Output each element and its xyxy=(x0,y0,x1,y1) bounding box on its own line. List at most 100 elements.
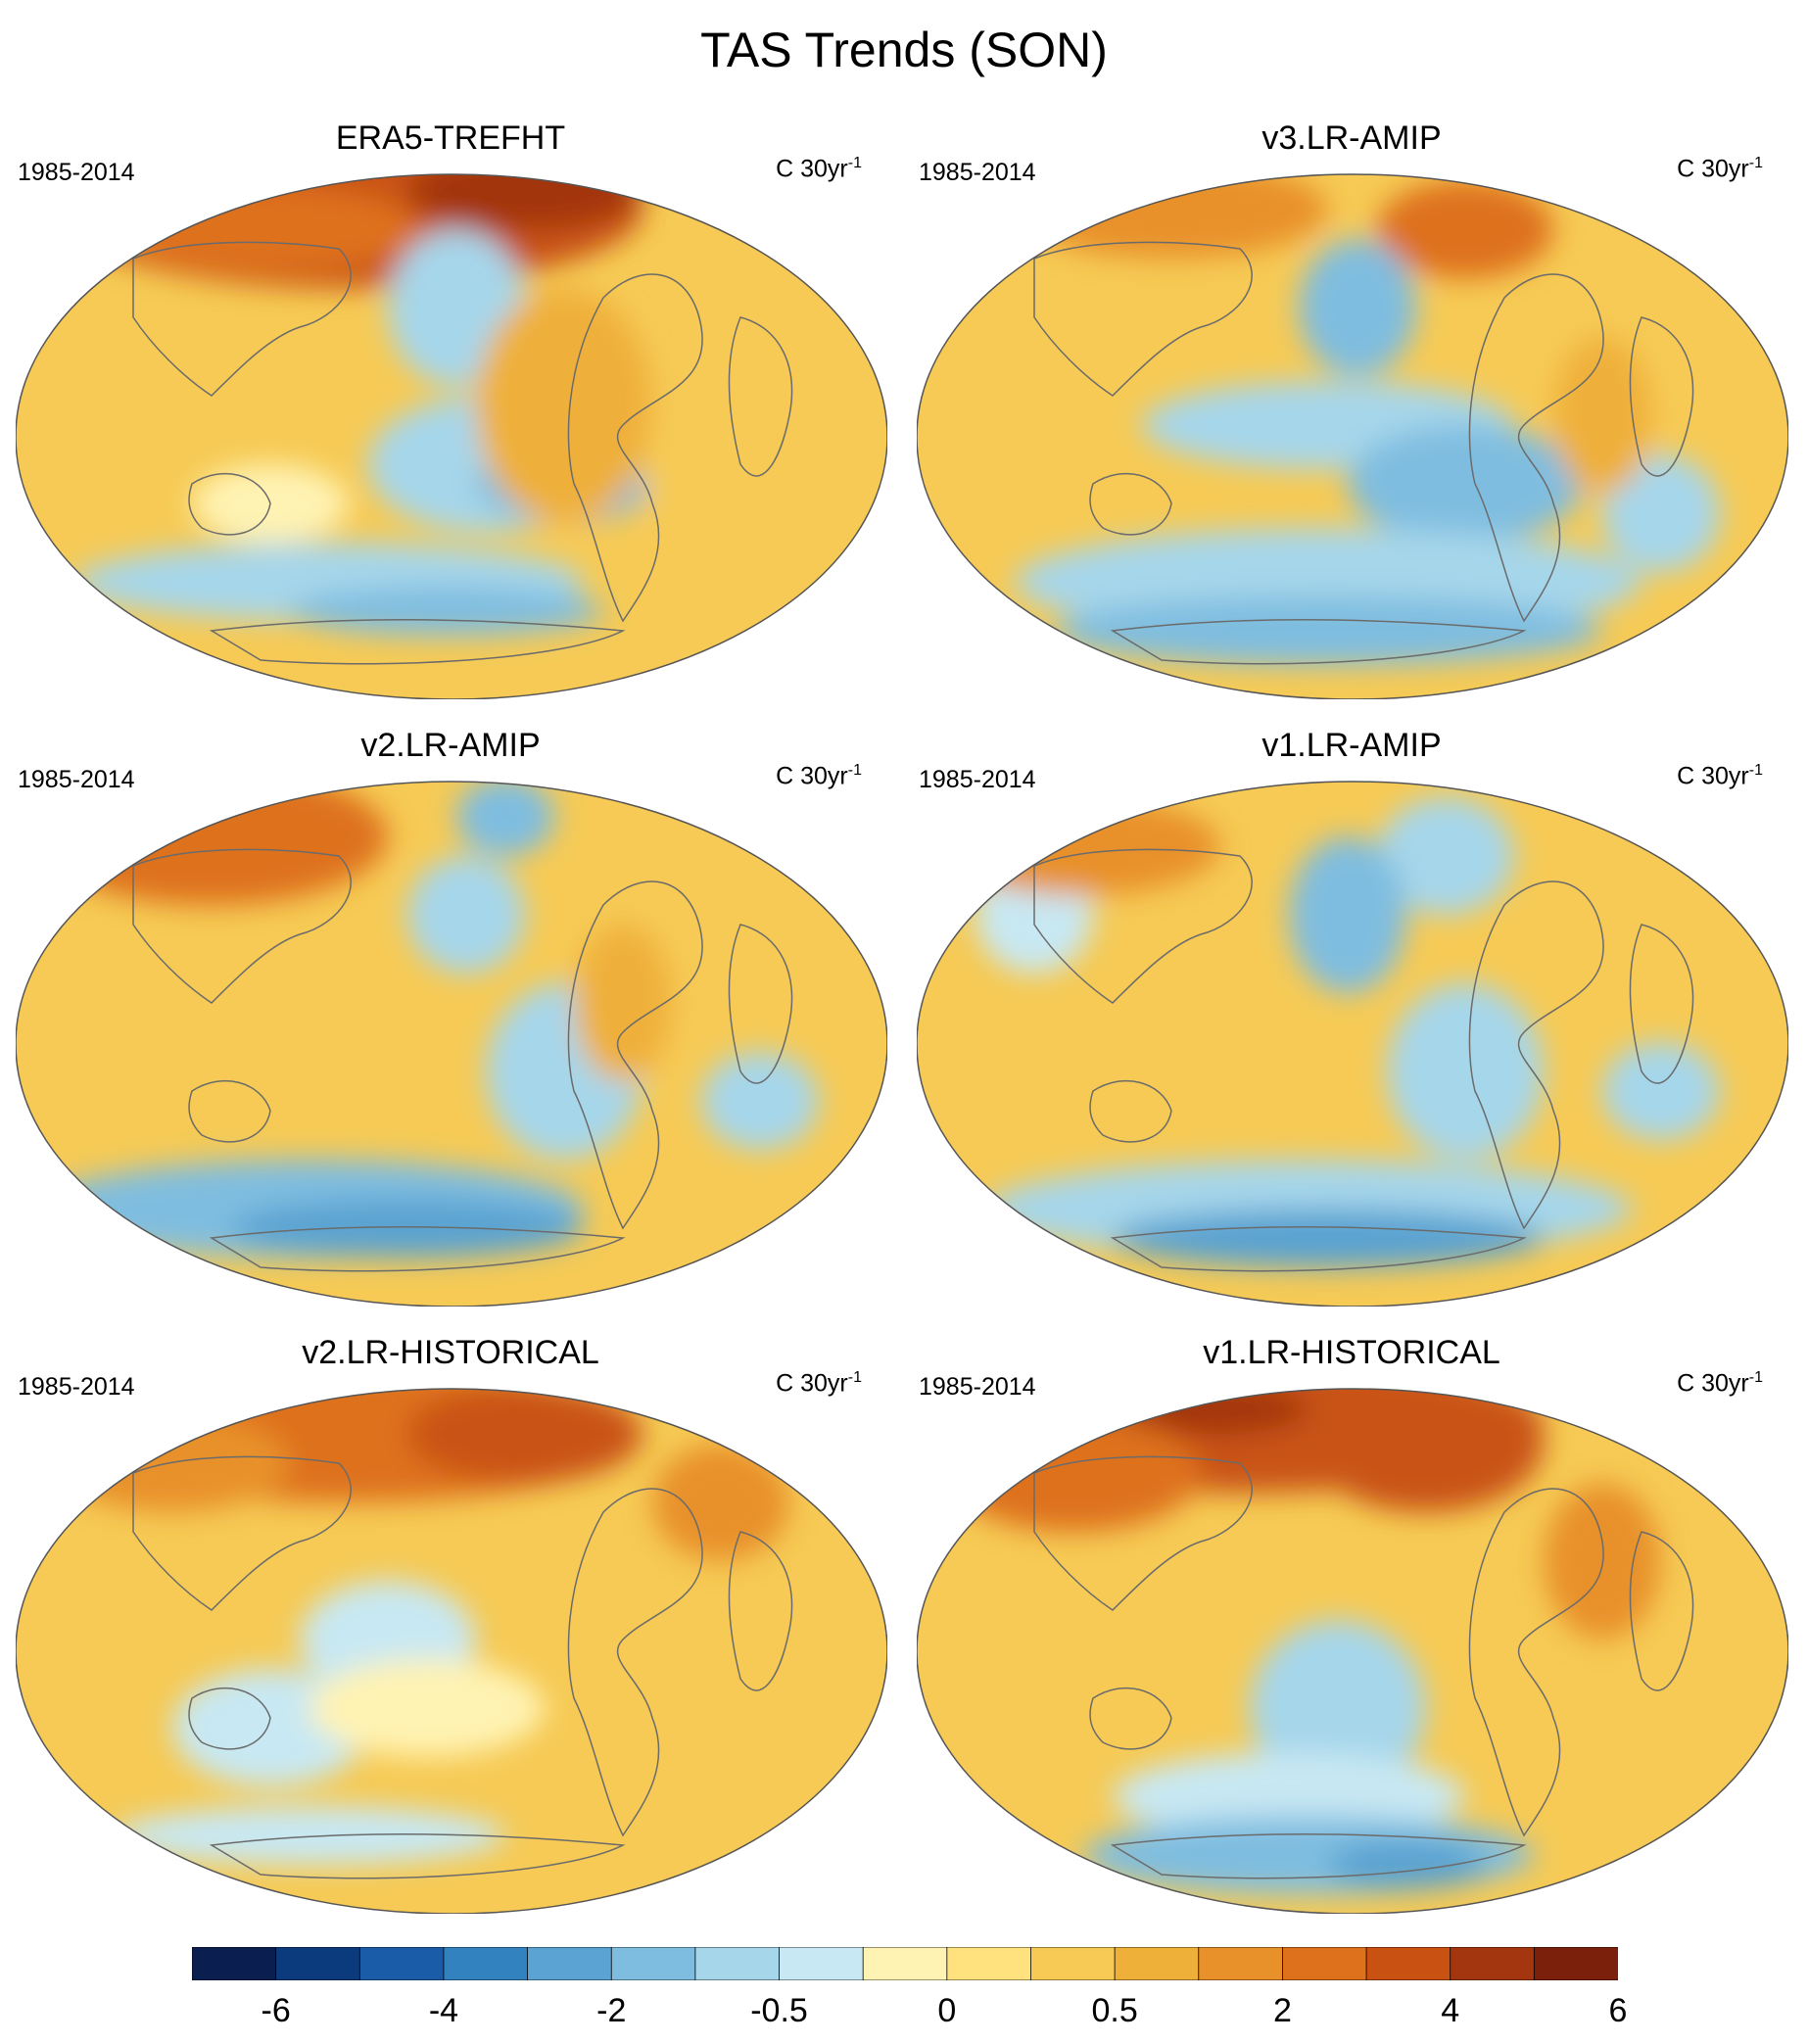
map-boundary xyxy=(16,173,887,699)
trend-region xyxy=(231,1199,584,1258)
trend-region xyxy=(1387,983,1544,1160)
map-boundary xyxy=(917,781,1788,1307)
map-boundary xyxy=(16,781,887,1307)
panel-units: C 30yr-1 xyxy=(776,1369,862,1398)
coastline xyxy=(188,1687,271,1750)
trend-region xyxy=(1377,797,1514,915)
colorbar-swatch xyxy=(1114,1947,1200,1980)
colorbar-labels: -6 -4 -2 -0.5 0 0.5 2 4 6 xyxy=(0,1992,1808,2035)
trend-region xyxy=(407,1389,642,1483)
trend-region xyxy=(104,185,417,273)
panel-units-text: C 30yr xyxy=(1677,155,1749,183)
panel-title: v2.LR-HISTORICAL xyxy=(302,1334,599,1371)
panel-units: C 30yr-1 xyxy=(1677,1369,1763,1398)
coastline xyxy=(209,619,626,665)
colorbar-swatch xyxy=(610,1947,696,1980)
panel-units-exponent: -1 xyxy=(847,155,862,171)
coastline xyxy=(1629,316,1694,477)
trend-region xyxy=(1602,454,1720,572)
map-boundary xyxy=(917,1388,1788,1914)
trend-region xyxy=(642,376,760,552)
panel-period: 1985-2014 xyxy=(18,159,135,186)
map-panel: v2.LR-AMIP 1985-2014 C 30yr-1 xyxy=(0,727,901,1314)
colorbar-tick-label: 2 xyxy=(1272,1992,1292,2029)
panel-units-text: C 30yr xyxy=(776,1369,848,1398)
panel-units: C 30yr-1 xyxy=(776,155,862,183)
map-boundary xyxy=(16,1388,887,1914)
panel-units-text: C 30yr xyxy=(1677,762,1749,790)
map-image xyxy=(917,173,1788,699)
colorbar-swatch xyxy=(1198,1947,1284,1980)
coastline xyxy=(1089,1079,1172,1143)
colorbar-swatch xyxy=(862,1947,948,1980)
trend-region xyxy=(946,797,1220,895)
coastline xyxy=(1033,1455,1253,1611)
coastline xyxy=(188,1079,271,1143)
colorbar-swatch xyxy=(946,1947,1032,1980)
panel-units-text: C 30yr xyxy=(1677,1369,1749,1398)
panel-period: 1985-2014 xyxy=(919,1373,1036,1401)
panel-units-text: C 30yr xyxy=(776,155,848,183)
coastline xyxy=(1110,1833,1527,1879)
panel-title: v1.LR-HISTORICAL xyxy=(1203,1334,1500,1371)
colorbar-swatch xyxy=(443,1947,529,1980)
coastline xyxy=(1110,619,1527,665)
colorbar-tick-label: -2 xyxy=(596,1992,627,2029)
trend-region xyxy=(476,288,652,523)
map-image xyxy=(917,1388,1788,1914)
colorbar-swatch xyxy=(358,1947,445,1980)
trend-region xyxy=(701,1052,819,1150)
colorbar xyxy=(192,1947,1618,1980)
coastline xyxy=(1468,273,1604,623)
panel-units: C 30yr-1 xyxy=(1677,155,1763,183)
coastline xyxy=(132,241,352,397)
coastline xyxy=(188,472,271,536)
coastline xyxy=(567,273,703,623)
coastline xyxy=(132,848,352,1004)
coastline xyxy=(1033,848,1253,1004)
panel-units-exponent: -1 xyxy=(847,762,862,779)
panel-period: 1985-2014 xyxy=(919,766,1036,793)
colorbar-tick-label: 0.5 xyxy=(1091,1992,1138,2029)
map-boundary xyxy=(917,173,1788,699)
map-panel: v2.LR-HISTORICAL 1985-2014 C 30yr-1 xyxy=(0,1334,901,1922)
trend-region xyxy=(1348,425,1583,543)
coastline xyxy=(132,1455,352,1611)
panel-units-exponent: -1 xyxy=(847,1369,862,1386)
map-image xyxy=(917,781,1788,1307)
coastline xyxy=(1629,1531,1694,1691)
colorbar-tick-label: 0 xyxy=(937,1992,957,2029)
map-image xyxy=(16,781,887,1307)
colorbar-swatch xyxy=(1365,1947,1451,1980)
panel-period: 1985-2014 xyxy=(18,1373,135,1401)
panel-units-exponent: -1 xyxy=(1748,155,1763,171)
trend-region xyxy=(290,587,603,636)
coastline xyxy=(1468,880,1604,1230)
trend-region xyxy=(1250,1620,1426,1796)
coastline xyxy=(567,880,703,1230)
panel-period: 1985-2014 xyxy=(919,159,1036,186)
colorbar-swatch xyxy=(275,1947,361,1980)
panel-units: C 30yr-1 xyxy=(1677,762,1763,790)
map-panel: v1.LR-HISTORICAL 1985-2014 C 30yr-1 xyxy=(901,1334,1802,1922)
colorbar-swatch xyxy=(1450,1947,1536,1980)
panel-period: 1985-2014 xyxy=(18,766,135,793)
coastline xyxy=(1629,924,1694,1084)
trend-region xyxy=(1308,1389,1544,1512)
colorbar-tick-label: 6 xyxy=(1608,1992,1628,2029)
panel-units-exponent: -1 xyxy=(1748,1369,1763,1386)
colorbar-swatch xyxy=(694,1947,781,1980)
coastline xyxy=(1089,472,1172,536)
trend-region xyxy=(574,925,672,1081)
coastline xyxy=(1110,1226,1527,1272)
trend-region xyxy=(114,1806,505,1865)
colorbar-swatch xyxy=(527,1947,613,1980)
coastline xyxy=(1468,1488,1604,1837)
colorbar-swatch xyxy=(779,1947,865,1980)
colorbar-tick-label: -4 xyxy=(428,1992,459,2029)
map-image xyxy=(16,173,887,699)
map-image xyxy=(16,1388,887,1914)
panel-title: ERA5-TREFHT xyxy=(335,119,566,157)
trend-region xyxy=(1328,1840,1485,1889)
panel-units-text: C 30yr xyxy=(776,762,848,790)
